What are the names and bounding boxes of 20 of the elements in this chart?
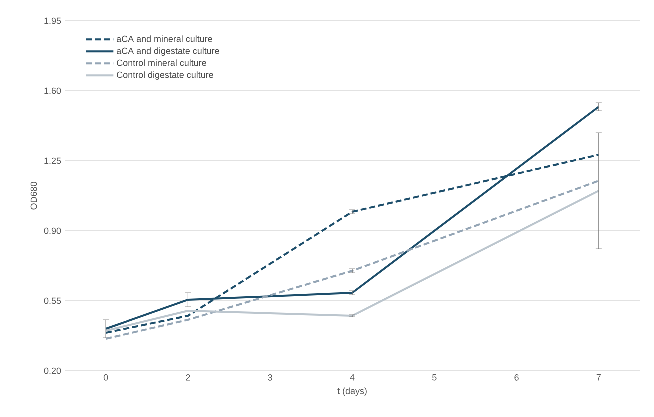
x-axis-title: t (days) [338, 388, 367, 396]
y-tick-label: 1.95 [44, 18, 62, 24]
x-tick-label: 4 [350, 374, 355, 381]
y-tick-label: 0.20 [44, 368, 62, 374]
x-tick-label: 0 [104, 374, 108, 381]
x-tick-label: 6 [514, 374, 519, 381]
y-tick-label: 0.55 [44, 298, 62, 304]
y-tick-label: 1.25 [44, 158, 62, 164]
legend-label: Control digestate culture [117, 72, 214, 80]
y-tick-label: 0.90 [44, 228, 62, 234]
y-axis-title: OD680 [30, 182, 38, 210]
x-tick-label: 2 [186, 374, 190, 381]
y-tick-label: 1.60 [44, 88, 62, 94]
legend-label: aCA and digestate culture [117, 48, 220, 56]
x-tick-label: 7 [596, 374, 601, 381]
line-series [105, 106, 600, 330]
legend-label: aCA and mineral culture [117, 36, 212, 42]
x-tick-label: 3 [268, 374, 272, 381]
x-tick-label: 5 [432, 374, 437, 381]
legend-label: Control mineral culture [117, 60, 206, 66]
